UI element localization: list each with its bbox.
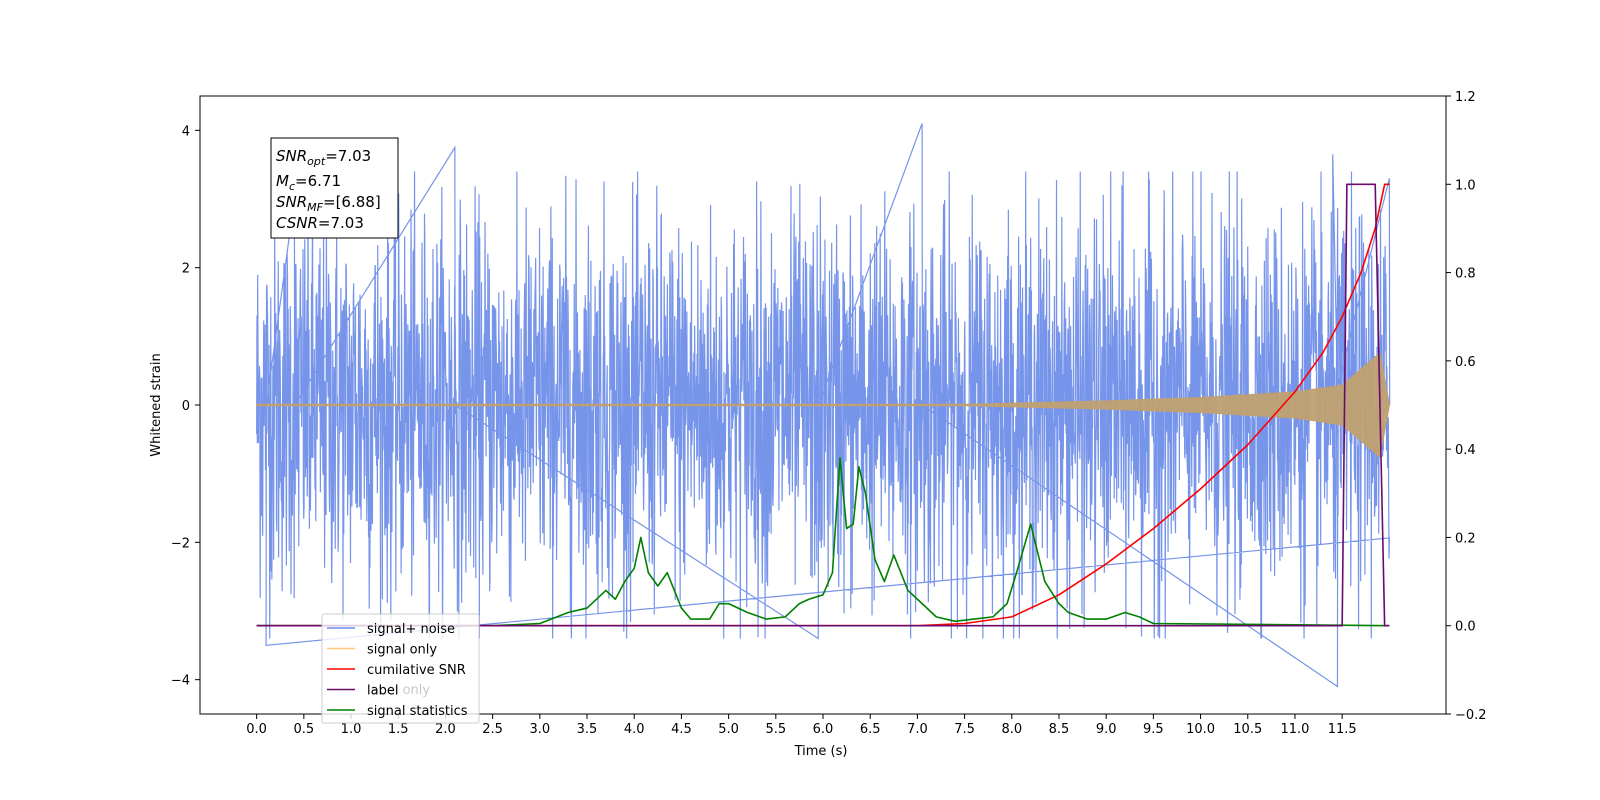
x-tick-label: 4.0 (624, 722, 645, 737)
legend-label: signal only (367, 643, 437, 658)
info-box-frame (270, 137, 399, 239)
x-tick-label: 5.5 (765, 722, 786, 737)
series-label (256, 183, 1390, 627)
y-tick-label: 0 (182, 399, 190, 414)
y2-tick-label: −0.2 (1455, 708, 1487, 723)
legend-label: cumilative SNR (367, 663, 466, 678)
series-cumilative-snr (256, 183, 1390, 627)
x-tick-label: 1.0 (341, 722, 362, 737)
info-snr-opt: SNRopt=7.03 (276, 147, 371, 168)
x-tick-label: 4.5 (671, 722, 692, 737)
series-signal-statistics (256, 457, 1390, 627)
y-axis-label: Whitened strain (149, 353, 164, 456)
x-tick-label: 0.5 (293, 722, 314, 737)
x-tick-label: 11.0 (1280, 722, 1309, 737)
x-tick-label: 5.0 (718, 722, 739, 737)
x-tick-label: 10.5 (1233, 722, 1262, 737)
legend-label: signal statistics (367, 704, 468, 719)
legend-label: label (367, 684, 398, 699)
x-tick-label: 11.5 (1328, 722, 1357, 737)
y2-tick-label: 0.0 (1455, 620, 1476, 635)
info-csnr: CSNR=7.03 (276, 214, 364, 232)
y2-tick-label: 0.2 (1455, 531, 1476, 546)
info-mc: Mc=6.71 (276, 172, 341, 193)
x-tick-label: 3.5 (577, 722, 598, 737)
legend-frame (321, 613, 480, 724)
x-tick-label: 7.5 (954, 722, 975, 737)
x-tick-label: 2.0 (435, 722, 456, 737)
x-tick-label: 0.0 (246, 722, 267, 737)
x-tick-label: 2.5 (482, 722, 503, 737)
x-tick-label: 10.0 (1186, 722, 1215, 737)
x-tick-label: 1.5 (388, 722, 409, 737)
legend-label: signal+ noise (367, 622, 455, 637)
info-box: SNRopt=7.03 Mc=6.71 SNRMF=[6.88] CSNR=7.… (270, 137, 399, 239)
y-tick-label: −2 (171, 536, 190, 551)
x-tick-label: 9.5 (1143, 722, 1164, 737)
y-tick-label: 4 (182, 124, 190, 139)
y2-tick-label: 1.2 (1455, 90, 1476, 105)
y-tick-label: 2 (182, 262, 190, 277)
y2-tick-label: 0.8 (1455, 267, 1476, 282)
x-tick-label: 9.0 (1096, 722, 1117, 737)
x-axis-label: Time (s) (794, 744, 848, 759)
y-tick-label: −4 (171, 674, 190, 689)
series-signal-noise (256, 123, 1391, 688)
series-signal-only (256, 351, 1390, 459)
info-snr-mf: SNRMF=[6.88] (276, 193, 381, 214)
x-tick-label: 3.0 (529, 722, 550, 737)
y2-tick-label: 0.6 (1455, 355, 1476, 370)
y2-tick-label: 0.4 (1455, 443, 1476, 458)
x-tick-label: 8.5 (1049, 722, 1070, 737)
x-tick-label: 8.0 (1001, 722, 1022, 737)
x-tick-label: 6.5 (860, 722, 881, 737)
x-tick-label: 7.0 (907, 722, 928, 737)
x-tick-label: 6.0 (813, 722, 834, 737)
legend-hidden-text: label only (367, 683, 430, 698)
legend: label only signal+ noise signal only cumil… (321, 613, 480, 724)
y2-tick-label: 1.0 (1455, 178, 1476, 193)
